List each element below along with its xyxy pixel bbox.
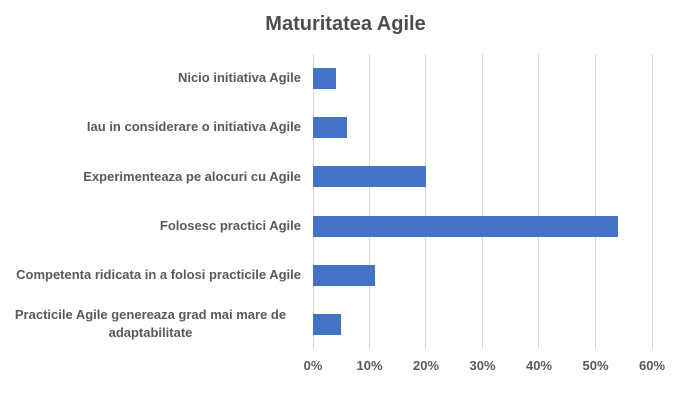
x-tick-label: 50% (582, 358, 609, 373)
category-label-text: Iau in considerare o initiativa Agile (86, 119, 301, 135)
category-label-text: Practicile Agile genereaza grad mai mare… (14, 306, 287, 341)
bar (313, 313, 342, 335)
bar (313, 166, 426, 188)
bar (313, 215, 619, 237)
bar-track (313, 300, 652, 349)
chart-body: Nicio initiativa Agile Iau in considerare… (0, 54, 691, 349)
category-label-text: Nicio initiativa Agile (177, 70, 301, 86)
x-tick-label: 0% (303, 358, 323, 373)
bar (313, 68, 336, 90)
x-tick-label: 30% (469, 358, 496, 373)
bar-track (313, 152, 652, 201)
x-axis-row: 0% 10% 20% 30% 40% 50% 60% (0, 358, 691, 378)
category-label-text: Experimenteaza pe alocuri cu Agile (83, 168, 301, 184)
category-label: Folosesc practici Agile (0, 202, 313, 251)
bar-track (313, 103, 652, 152)
x-axis: 0% 10% 20% 30% 40% 50% 60% (304, 358, 665, 378)
bar (313, 264, 376, 286)
x-tick-label: 60% (638, 358, 666, 373)
plot-area (312, 54, 653, 349)
category-label: Iau in considerare o initiativa Agile (0, 103, 313, 152)
category-label: Practicile Agile genereaza grad mai mare… (0, 300, 313, 349)
x-axis-spacer (0, 358, 313, 378)
bar-series (313, 54, 652, 349)
x-tick-label: 20% (412, 358, 440, 373)
category-label: Nicio initiativa Agile (0, 54, 313, 103)
bar-track (313, 202, 652, 251)
bar-track (313, 251, 652, 300)
category-label: Competenta ridicata in a folosi practici… (0, 251, 313, 300)
bar-track (313, 54, 652, 103)
x-tick-label: 10% (356, 358, 383, 373)
x-tick-label: 40% (525, 358, 553, 373)
category-axis: Nicio initiativa Agile Iau in considerare… (0, 54, 313, 349)
bar (313, 117, 347, 139)
category-label-text: Competenta ridicata in a folosi practici… (16, 266, 301, 282)
category-label: Experimenteaza pe alocuri cu Agile (0, 152, 313, 201)
chart-title: Maturitatea Agile (265, 13, 426, 35)
category-label-text: Folosesc practici Agile (159, 217, 301, 233)
